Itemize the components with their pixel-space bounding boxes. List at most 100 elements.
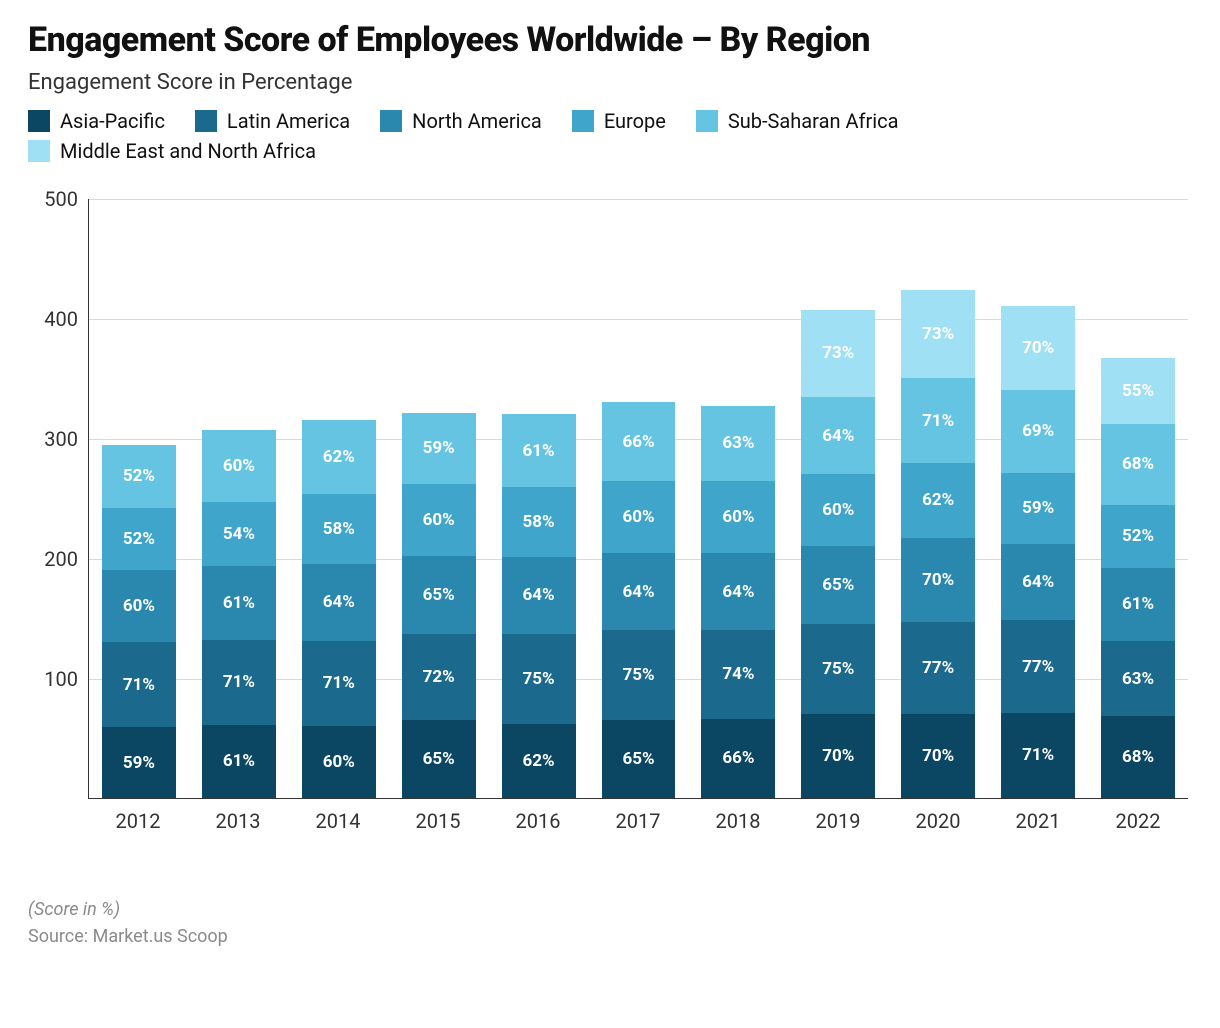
bar-segment-value: 65% bbox=[822, 575, 854, 595]
bar-segment: 60% bbox=[402, 484, 476, 556]
legend-swatch bbox=[572, 110, 594, 132]
footnote-units: (Score in %) bbox=[28, 899, 1192, 920]
bar-segment-value: 72% bbox=[423, 667, 455, 687]
bar-segment: 77% bbox=[901, 622, 975, 714]
bar-segment-value: 73% bbox=[822, 343, 854, 363]
bar-segment: 58% bbox=[302, 494, 376, 564]
bar-segment-value: 73% bbox=[922, 324, 954, 344]
bar-segment: 55% bbox=[1101, 358, 1175, 424]
legend-item: Asia-Pacific bbox=[28, 109, 165, 133]
bar-segment-value: 52% bbox=[1122, 526, 1154, 546]
bar-segment: 68% bbox=[1101, 424, 1175, 506]
bar-segment-value: 52% bbox=[123, 529, 155, 549]
bar-slot: 59% 71%60% 52% 52% bbox=[89, 199, 189, 798]
x-axis-tick-label: 2013 bbox=[188, 809, 288, 833]
x-axis-tick-label: 2019 bbox=[788, 809, 888, 833]
bar-slot: 70% 75% 65% 60%64% 73% bbox=[788, 199, 888, 798]
stacked-bar: 70% 75% 65% 60%64% 73% bbox=[801, 310, 875, 798]
bar-segment: 61% bbox=[502, 414, 576, 487]
bar-segment: 73% bbox=[801, 310, 875, 398]
bar-segment: 71% bbox=[302, 641, 376, 726]
bar-segment-value: 61% bbox=[223, 751, 255, 771]
legend-item: Europe bbox=[572, 109, 666, 133]
bar-segment-value: 70% bbox=[822, 746, 854, 766]
bar-segment: 71% bbox=[901, 378, 975, 463]
bar-segment: 71% bbox=[102, 642, 176, 727]
bar-segment: 66% bbox=[701, 719, 775, 798]
legend-label: Sub-Saharan Africa bbox=[728, 109, 899, 133]
bar-segment: 70% bbox=[901, 538, 975, 622]
bar-segment-value: 63% bbox=[1122, 669, 1154, 689]
legend: Asia-Pacific Latin America North America Eu… bbox=[28, 109, 1188, 163]
bar-segment: 64% bbox=[801, 397, 875, 474]
y-axis-tick-label: 500 bbox=[28, 187, 78, 211]
bar-segment: 61% bbox=[1101, 568, 1175, 641]
bar-segment: 54% bbox=[202, 502, 276, 567]
bar-segment: 60% bbox=[801, 474, 875, 546]
bar-segment: 69% bbox=[1001, 390, 1075, 473]
x-axis-tick-label: 2012 bbox=[88, 809, 188, 833]
bar-segment: 64% bbox=[502, 557, 576, 634]
bar-segment: 60% bbox=[102, 570, 176, 642]
bar-segment-value: 54% bbox=[223, 524, 255, 544]
bar-segment: 70% bbox=[1001, 306, 1075, 390]
stacked-bar: 68%63%61%52%68%55% bbox=[1101, 358, 1175, 798]
stacked-bar: 61%71%61%54%60% bbox=[202, 430, 276, 798]
legend-item: Sub-Saharan Africa bbox=[696, 109, 899, 133]
bar-segment: 61% bbox=[202, 725, 276, 798]
bar-segment-value: 52% bbox=[123, 466, 155, 486]
bar-segment-value: 61% bbox=[523, 441, 555, 461]
bar-segment-value: 64% bbox=[622, 582, 654, 602]
bar-segment-value: 58% bbox=[323, 519, 355, 539]
bar-segment-value: 71% bbox=[1022, 745, 1054, 765]
bar-segment-value: 60% bbox=[423, 510, 455, 530]
y-axis-tick-label: 400 bbox=[28, 307, 78, 331]
bar-segment: 63% bbox=[701, 406, 775, 482]
stacked-bar: 66% 74% 64% 60% 63% bbox=[701, 406, 775, 798]
bar-segment: 52% bbox=[102, 445, 176, 507]
bar-segment-value: 64% bbox=[1022, 572, 1054, 592]
legend-item: Latin America bbox=[195, 109, 350, 133]
bar-segment: 59% bbox=[102, 727, 176, 798]
legend-label: Asia-Pacific bbox=[60, 109, 165, 133]
bar-segment-value: 60% bbox=[622, 507, 654, 527]
bar-segment-value: 59% bbox=[423, 438, 455, 458]
bar-segment-value: 65% bbox=[423, 749, 455, 769]
legend-label: North America bbox=[412, 109, 542, 133]
bar-slot: 68%63%61%52%68%55% bbox=[1088, 199, 1188, 798]
legend-label: Latin America bbox=[227, 109, 350, 133]
bar-segment-value: 75% bbox=[523, 669, 555, 689]
bar-segment: 73% bbox=[901, 290, 975, 378]
x-axis-tick-label: 2022 bbox=[1088, 809, 1188, 833]
bar-segment-value: 60% bbox=[722, 507, 754, 527]
bar-segment: 72% bbox=[402, 634, 476, 720]
bar-segment: 64% bbox=[701, 553, 775, 630]
bar-segment: 60% bbox=[701, 481, 775, 553]
bar-segment: 62% bbox=[302, 420, 376, 494]
bar-segment-value: 75% bbox=[622, 665, 654, 685]
bar-segment-value: 70% bbox=[922, 746, 954, 766]
bar-segment-value: 61% bbox=[1122, 594, 1154, 614]
bar-segment: 66% bbox=[602, 402, 676, 481]
stacked-bar: 62%75%64%58%61% bbox=[502, 414, 576, 798]
bar-slot: 61%71%61%54%60% bbox=[189, 199, 289, 798]
bar-segment-value: 71% bbox=[922, 411, 954, 431]
bar-segment: 71% bbox=[202, 640, 276, 725]
bar-slot: 62%75%64%58%61% bbox=[489, 199, 589, 798]
bar-segment: 68% bbox=[1101, 716, 1175, 798]
legend-swatch bbox=[696, 110, 718, 132]
x-axis-tick-label: 2015 bbox=[388, 809, 488, 833]
stacked-bar: 71%77%64%59%69%70% bbox=[1001, 306, 1075, 798]
bar-segment: 77% bbox=[1001, 620, 1075, 712]
stacked-bar: 65%72%65%60%59% bbox=[402, 413, 476, 798]
bar-segment-value: 77% bbox=[922, 658, 954, 678]
chart-subtitle: Engagement Score in Percentage bbox=[28, 70, 1192, 95]
bar-segment-value: 64% bbox=[323, 592, 355, 612]
bar-segment-value: 62% bbox=[922, 490, 954, 510]
bar-segment-value: 74% bbox=[722, 664, 754, 684]
bar-segment-value: 59% bbox=[123, 753, 155, 773]
bar-segment: 75% bbox=[801, 624, 875, 714]
bar-segment-value: 70% bbox=[1022, 338, 1054, 358]
bar-slot: 65%75%64%60%66% bbox=[589, 199, 689, 798]
legend-swatch bbox=[28, 140, 50, 162]
